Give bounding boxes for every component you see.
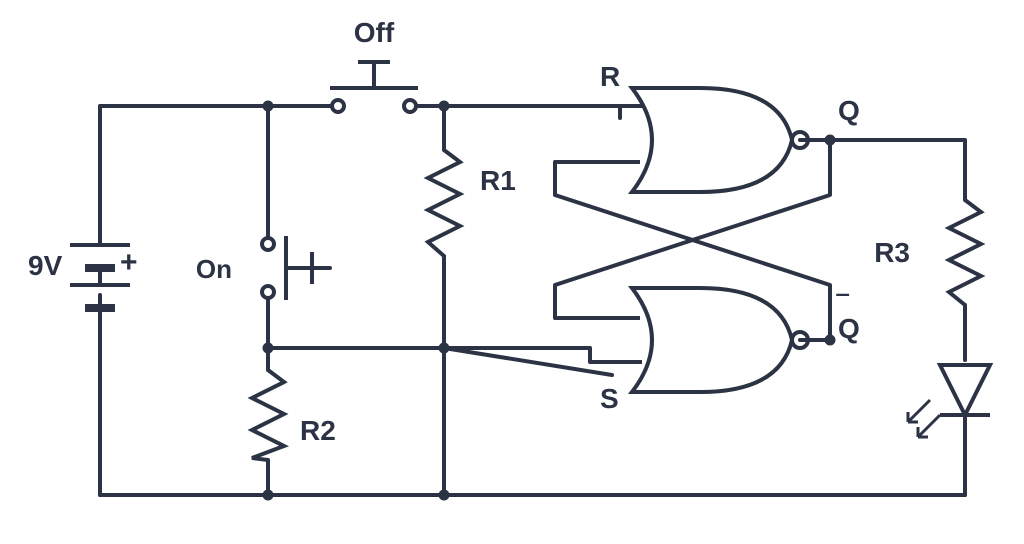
label-Q: Q — [838, 95, 860, 126]
label-plus: + — [120, 246, 138, 279]
label-on: On — [196, 254, 232, 284]
nor-gate-bottom — [620, 288, 808, 392]
labels: 9V + Off On R1 R2 R3 R S Q Q ‾ — [28, 17, 910, 446]
resistor-r2 — [252, 370, 284, 460]
pushbutton-off — [330, 62, 418, 112]
wires-main — [444, 106, 632, 362]
label-r2: R2 — [300, 415, 336, 446]
sr-latch-schematic: 9V + Off On R1 R2 R3 R S Q Q ‾ — [0, 0, 1024, 544]
junction-nodes — [263, 101, 836, 501]
label-off: Off — [354, 17, 395, 48]
led — [908, 365, 990, 437]
label-R: R — [600, 61, 620, 92]
label-r3: R3 — [874, 237, 910, 268]
nor-gate-top — [620, 88, 808, 192]
label-r1: R1 — [480, 165, 516, 196]
wires — [100, 106, 965, 495]
label-voltage: 9V — [28, 250, 63, 281]
resistor-r3 — [949, 200, 981, 305]
pushbutton-on — [262, 236, 312, 300]
resistor-r1 — [428, 150, 460, 260]
label-S: S — [600, 383, 619, 414]
